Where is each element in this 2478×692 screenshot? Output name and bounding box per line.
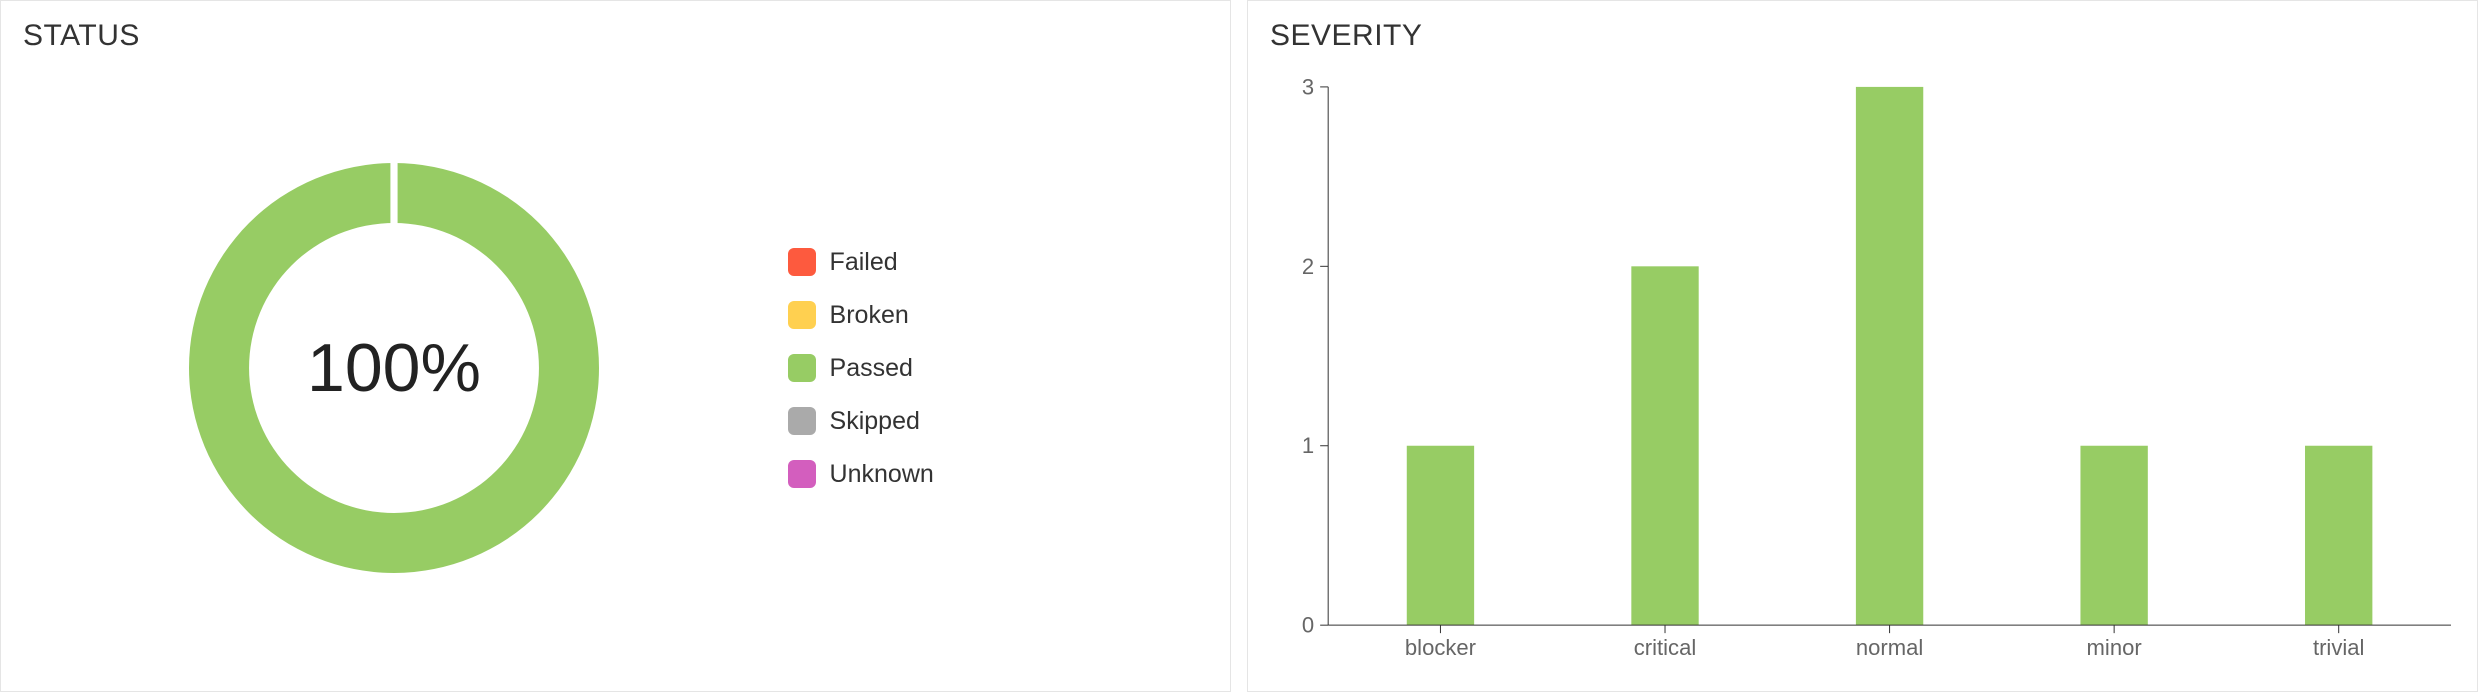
severity-bar-chart: 0 1 2 3 blocker critical normal minor trivial [1258,57,2461,675]
status-legend: Failed Broken Passed Skipped Unknown [788,248,1230,489]
x-category-label: minor [2087,635,2142,660]
donut-center-label: 100% [307,330,481,406]
legend-swatch [788,354,816,382]
y-tick-label: 1 [1302,433,1314,458]
x-category-label: normal [1856,635,1923,660]
legend-label: Passed [830,354,913,383]
legend-label: Skipped [830,407,920,436]
severity-bar [2080,446,2147,625]
severity-bar [2305,446,2372,625]
severity-panel: SEVERITY 0 1 2 3 blocker critical normal minor t… [1247,0,2478,692]
y-tick-label: 2 [1302,254,1314,279]
status-donut: 100% [1,53,788,683]
y-tick-label: 3 [1302,74,1314,99]
legend-label: Broken [830,301,909,330]
x-category-label: critical [1634,635,1696,660]
legend-swatch [788,248,816,276]
legend-swatch [788,460,816,488]
legend-item: Unknown [788,460,1210,489]
severity-bar [1631,266,1698,625]
legend-label: Failed [830,248,898,277]
legend-item: Skipped [788,407,1210,436]
legend-item: Broken [788,301,1210,330]
status-panel: STATUS 100% Failed Broken Passed Skipped Unk… [0,0,1231,692]
severity-title: SEVERITY [1248,1,2477,53]
legend-swatch [788,301,816,329]
legend-item: Failed [788,248,1210,277]
y-tick-label: 0 [1302,613,1314,638]
severity-bar [1407,446,1474,625]
legend-item: Passed [788,354,1210,383]
x-category-label: trivial [2313,635,2364,660]
x-category-label: blocker [1405,635,1476,660]
legend-swatch [788,407,816,435]
status-donut-svg: 100% [179,153,609,583]
status-title: STATUS [1,1,1230,53]
legend-label: Unknown [830,460,934,489]
severity-bar [1856,87,1923,625]
